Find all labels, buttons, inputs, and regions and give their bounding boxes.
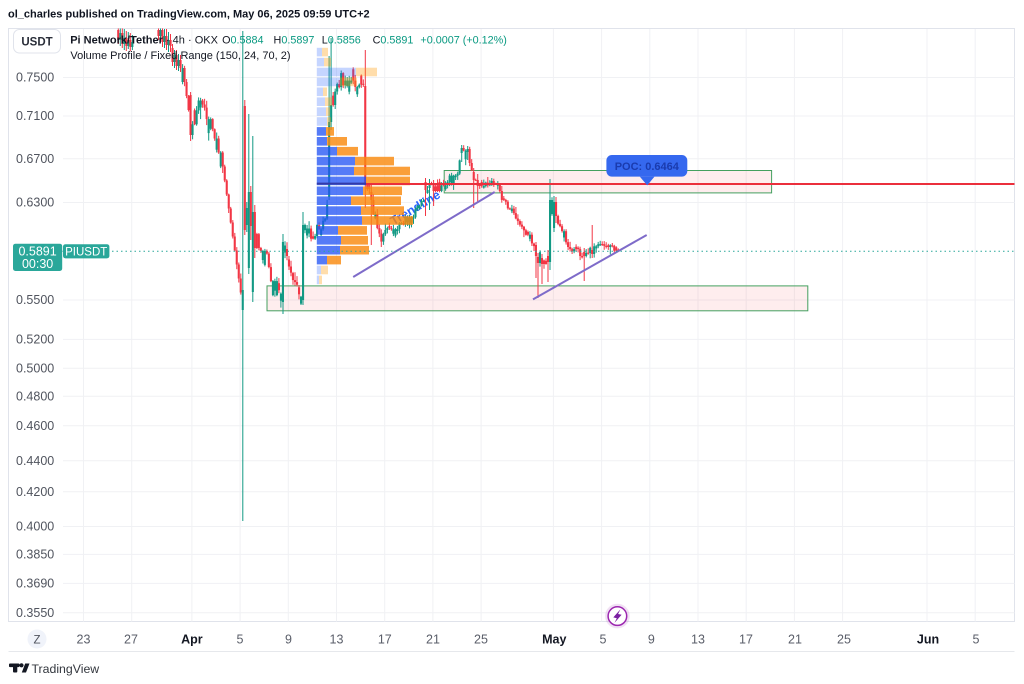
svg-text:C0.5891: C0.5891 (373, 35, 414, 47)
svg-text:0.5200: 0.5200 (16, 333, 54, 347)
svg-text:Jun: Jun (917, 633, 939, 647)
svg-text:0.4000: 0.4000 (16, 520, 54, 534)
svg-text:21: 21 (788, 633, 802, 647)
svg-text:TradingView: TradingView (32, 662, 100, 676)
svg-text:25: 25 (474, 633, 488, 647)
svg-text:H0.5897: H0.5897 (274, 35, 315, 47)
svg-text:17: 17 (739, 633, 753, 647)
svg-text:Z: Z (33, 634, 40, 646)
svg-text:0.4600: 0.4600 (16, 419, 54, 433)
svg-text:POC: 0.6464: POC: 0.6464 (615, 161, 680, 173)
svg-text:0.7100: 0.7100 (16, 109, 54, 123)
svg-text:0.3550: 0.3550 (16, 606, 54, 620)
svg-text:5: 5 (973, 633, 980, 647)
svg-text:Volume Profile / Fixed Range (: Volume Profile / Fixed Range (150, 24, 7… (70, 50, 290, 62)
svg-text:USDT: USDT (21, 37, 52, 49)
svg-text:17: 17 (378, 633, 392, 647)
svg-text:0.5891: 0.5891 (18, 245, 56, 259)
svg-text:13: 13 (691, 633, 705, 647)
svg-text:+0.0007 (+0.12%): +0.0007 (+0.12%) (420, 35, 506, 47)
svg-text:0.4800: 0.4800 (16, 389, 54, 403)
svg-text:23: 23 (77, 633, 91, 647)
svg-text:0.6300: 0.6300 (16, 196, 54, 210)
svg-text:9: 9 (285, 633, 292, 647)
svg-text:0.6700: 0.6700 (16, 152, 54, 166)
svg-text:25: 25 (837, 633, 851, 647)
svg-text:L0.5856: L0.5856 (322, 35, 361, 47)
svg-text:0.3690: 0.3690 (16, 577, 54, 591)
svg-text:5: 5 (237, 633, 244, 647)
svg-text:9: 9 (648, 633, 655, 647)
svg-text:0.7500: 0.7500 (16, 71, 54, 85)
svg-text:00:30: 00:30 (22, 257, 53, 271)
svg-text:0.4400: 0.4400 (16, 454, 54, 468)
svg-text:PIUSDT: PIUSDT (65, 246, 107, 258)
svg-text:5: 5 (600, 633, 607, 647)
svg-text:ol_charles published on Tradin: ol_charles published on TradingView.com,… (8, 9, 370, 21)
svg-text:Pi Network/Tether · 4h · OKX: Pi Network/Tether · 4h · OKX (70, 35, 218, 47)
svg-text:0.4200: 0.4200 (16, 485, 54, 499)
svg-text:0.5000: 0.5000 (16, 362, 54, 376)
svg-text:21: 21 (426, 633, 440, 647)
svg-text:27: 27 (124, 633, 138, 647)
svg-text:May: May (542, 633, 566, 647)
svg-text:0.5500: 0.5500 (16, 293, 54, 307)
svg-text:13: 13 (330, 633, 344, 647)
svg-text:0.3850: 0.3850 (16, 548, 54, 562)
svg-text:O0.5884: O0.5884 (222, 35, 263, 47)
svg-text:Apr: Apr (181, 633, 203, 647)
